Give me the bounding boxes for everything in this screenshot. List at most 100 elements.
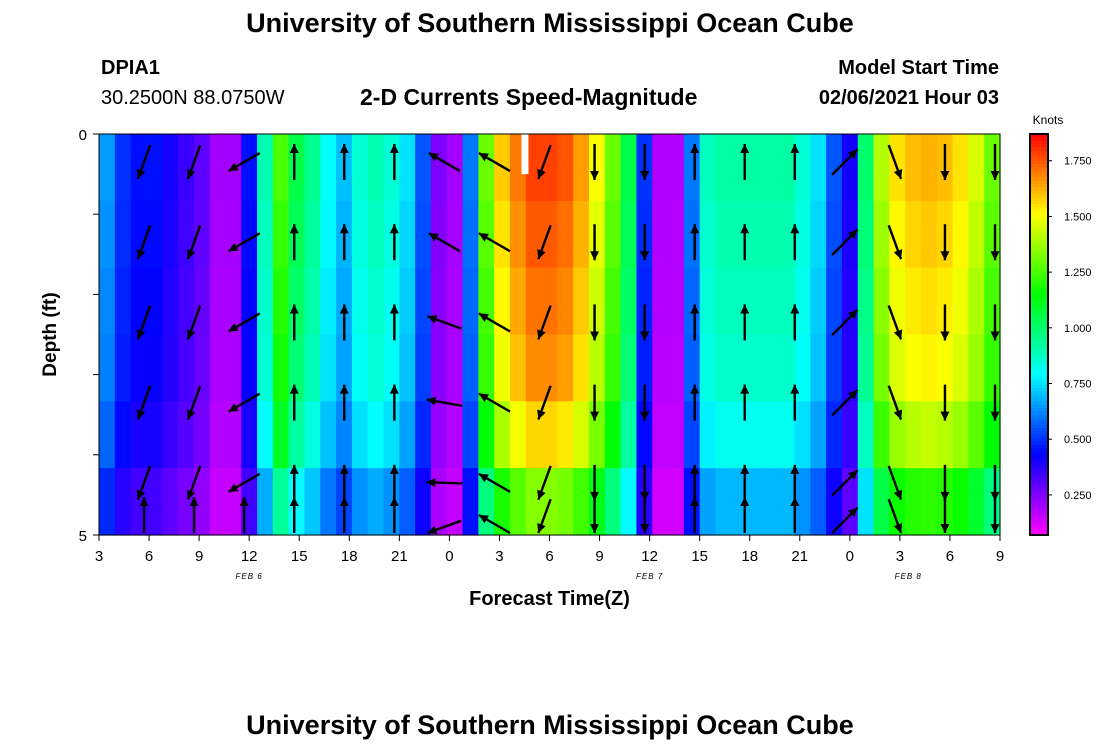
heatmap-cell (146, 468, 163, 536)
heatmap-cell (826, 267, 843, 336)
colorbar-swatch (1030, 397, 1048, 402)
heatmap-cell (668, 134, 685, 202)
heatmap-cell (225, 401, 242, 469)
current-arrow (478, 232, 511, 253)
heatmap-cell (336, 267, 353, 336)
current-arrow (339, 384, 349, 421)
heatmap-cell (715, 267, 732, 336)
heatmap-cell (288, 468, 306, 536)
heatmap-cell (936, 401, 954, 469)
heatmap-cell (320, 267, 337, 336)
heatmap-cell (272, 401, 290, 469)
current-arrow-head (537, 409, 546, 420)
current-arrow-head (537, 329, 546, 340)
heatmap-cell (257, 200, 274, 269)
heatmap-cell (968, 334, 985, 402)
colorbar-swatch (1030, 421, 1048, 426)
heatmap-cell (462, 200, 479, 269)
heatmap-cell (857, 334, 875, 402)
heatmap-cell (762, 468, 780, 536)
current-arrow (590, 144, 600, 181)
heatmap-cell (209, 134, 227, 202)
current-arrow-head (289, 304, 299, 314)
current-arrow (940, 464, 950, 501)
heatmap-cell (525, 468, 543, 536)
current-arrow-head (640, 491, 650, 501)
heatmap-cell (636, 401, 653, 469)
heatmap-cell (415, 468, 432, 536)
colorbar-swatch (1030, 224, 1048, 229)
colorbar-swatch (1030, 468, 1048, 473)
heatmap-cell (778, 134, 796, 202)
date-label: FEB 7 (636, 572, 663, 581)
colorbar-tick-label: 1.250 (1064, 267, 1092, 279)
current-arrow (537, 498, 552, 534)
heatmap-cell (320, 401, 337, 469)
current-arrow-head (590, 331, 600, 341)
colorbar-swatch (1030, 474, 1048, 479)
colorbar-swatch (1030, 334, 1048, 339)
heatmap-cell (826, 200, 843, 269)
colorbar-swatch (1030, 200, 1048, 205)
x-tick-label: 18 (341, 548, 358, 565)
current-arrow-head (690, 144, 700, 154)
colorbar-swatch (1030, 134, 1048, 138)
heatmap-cell (620, 267, 638, 336)
colorbar-swatch (1030, 321, 1048, 326)
current-arrow-head (790, 384, 800, 394)
current-arrow (790, 144, 800, 181)
colorbar-swatch (1030, 438, 1048, 443)
colorbar-swatch (1030, 394, 1048, 399)
current-arrow-head (289, 144, 299, 154)
colorbar-swatch (1030, 187, 1048, 192)
current-arrow (289, 304, 299, 341)
heatmap-cell (557, 134, 574, 202)
heatmap-cell (589, 334, 606, 402)
heatmap-cell (525, 134, 543, 202)
heatmap-cell (668, 200, 685, 269)
colorbar-swatch (1030, 337, 1048, 342)
heatmap-cell (383, 401, 400, 469)
heatmap-cell (589, 267, 606, 336)
current-arrow-head (339, 464, 349, 474)
heatmap-cell (778, 267, 796, 336)
current-direction-arrows (136, 144, 1000, 535)
current-arrow-head (189, 497, 199, 506)
current-arrow-head (428, 153, 439, 162)
heatmap-cell (241, 134, 258, 202)
heatmap-cell (446, 334, 464, 402)
colorbar-swatch (1030, 227, 1048, 232)
colorbar-swatch (1030, 260, 1048, 265)
colorbar-swatch (1030, 150, 1048, 155)
heatmap-cell (320, 134, 337, 202)
heatmap-cell (715, 334, 732, 402)
colorbar: 1.750 1.500 1.250 1.000 0.750 0.500 0.250 (1029, 133, 1092, 536)
heatmap-cell (683, 401, 701, 469)
heatmap-cell (257, 134, 274, 202)
current-arrow (831, 389, 859, 417)
heatmap-cell (367, 401, 385, 469)
current-arrow-head (389, 144, 399, 154)
current-arrow-head (339, 224, 349, 234)
current-arrow (887, 305, 903, 340)
heatmap-cell (430, 267, 448, 336)
heatmap-cell (178, 401, 195, 469)
current-arrow (478, 472, 511, 493)
current-arrow (831, 506, 859, 534)
heatmap-cell (841, 267, 859, 336)
heatmap-cell (541, 401, 559, 469)
heatmap-cell (620, 200, 638, 269)
current-arrow-head (640, 411, 650, 421)
heatmap-cell (367, 267, 385, 336)
current-arrow-head (389, 304, 399, 314)
current-arrow (339, 464, 349, 501)
colorbar-swatch (1030, 277, 1048, 282)
heatmap-cell (383, 200, 400, 269)
current-arrow (990, 304, 1000, 341)
current-arrow-head (186, 249, 196, 260)
heatmap-cell (699, 134, 717, 202)
current-arrow-head (478, 515, 489, 524)
heatmap-cell (984, 401, 1001, 469)
current-arrow-head (990, 491, 1000, 501)
heatmap-cell (162, 468, 179, 536)
